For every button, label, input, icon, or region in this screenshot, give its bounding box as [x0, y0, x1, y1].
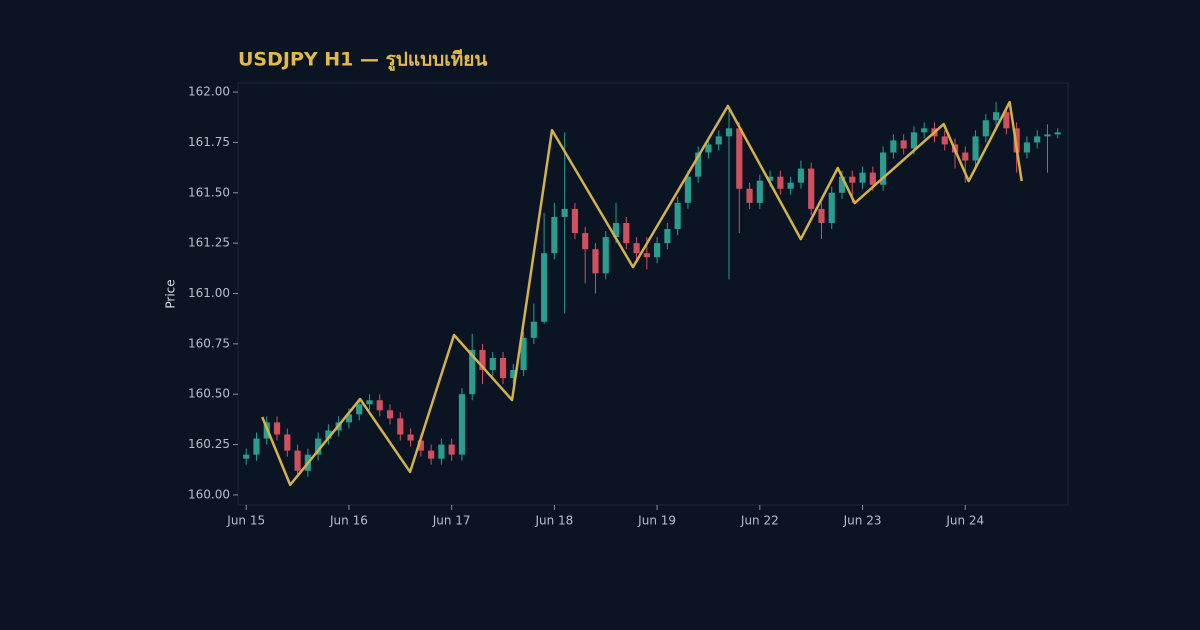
candle-body [859, 172, 866, 183]
x-tick-label: Jun 16 [329, 514, 368, 528]
candle-body [797, 168, 805, 183]
x-tick-label: Jun 22 [740, 514, 779, 528]
candle-body [1034, 136, 1041, 143]
candle-body [643, 253, 650, 258]
candle-body [715, 136, 722, 145]
candle-body [684, 176, 692, 203]
candle-body [725, 128, 733, 137]
candle-body [489, 357, 496, 371]
candle-body [921, 128, 928, 133]
candle-body [284, 434, 291, 451]
chart-title: USDJPY H1 — รูปแบบเทียน [238, 49, 487, 72]
candle-body [612, 222, 620, 238]
candle-body [746, 188, 753, 203]
candle-body [633, 243, 640, 254]
y-tick-label: 161.75 [188, 135, 230, 149]
y-tick-label: 160.00 [188, 487, 230, 501]
candle-body [654, 243, 661, 258]
y-tick-label: 160.25 [188, 437, 230, 451]
candle-body [428, 450, 435, 459]
candle-body [294, 450, 301, 471]
candle-body [838, 176, 846, 193]
candle-body [705, 144, 712, 153]
plot-area [237, 82, 1069, 506]
x-tick-label: Jun 23 [843, 514, 882, 528]
candle-body [828, 192, 835, 223]
candle-body [890, 140, 897, 153]
x-tick-label: Jun 19 [637, 514, 676, 528]
candle-body [376, 400, 383, 411]
candle-body [962, 152, 969, 161]
candle-body [345, 414, 353, 423]
candle-body [499, 357, 507, 379]
y-tick-label: 160.75 [188, 336, 230, 350]
candle-body [397, 418, 404, 435]
candle-body [982, 120, 989, 137]
candle-body [993, 112, 1000, 121]
candle-body [356, 404, 363, 415]
candle-body [695, 152, 702, 177]
zigzag-line [261, 100, 1023, 487]
candle-body [777, 176, 784, 189]
candle-body [469, 349, 476, 395]
candle-body [849, 176, 856, 183]
y-tick-label: 161.50 [188, 185, 230, 199]
candle-body [869, 172, 876, 185]
candle-body [900, 140, 907, 149]
candle-body [972, 136, 979, 161]
candle-body [910, 132, 917, 149]
x-tick-label: Jun 15 [226, 514, 265, 528]
candle-body [417, 440, 424, 451]
candle-body [243, 454, 250, 459]
candle-body [315, 438, 322, 455]
candle-body [551, 216, 558, 254]
candle-body [1044, 134, 1051, 137]
candle-body [592, 249, 599, 274]
y-tick-label: 161.25 [188, 236, 230, 250]
y-tick-label: 161.00 [188, 286, 230, 300]
candle-body [880, 152, 887, 185]
candle-body [571, 208, 579, 234]
candle-body [386, 410, 394, 419]
candle-body [448, 444, 455, 455]
candle-body [530, 321, 537, 338]
candle-body [674, 202, 681, 230]
candle-body [664, 229, 671, 244]
candle-body [561, 208, 568, 217]
candle-body [808, 168, 815, 209]
x-tick-label: Jun 24 [945, 514, 984, 528]
y-axis-label: Price [164, 279, 178, 308]
candle-body [818, 208, 825, 223]
candle-body [1003, 112, 1010, 129]
candle-body [479, 349, 486, 371]
candle-body [510, 370, 517, 379]
x-tick-label: Jun 17 [432, 514, 471, 528]
candle-body [438, 444, 445, 459]
candle-body [787, 182, 794, 189]
candle-body [458, 394, 466, 455]
candle-body [941, 136, 948, 145]
candle-body [520, 337, 527, 371]
candle-body [1054, 132, 1061, 135]
candle-body [407, 434, 414, 441]
candle-body [273, 422, 281, 435]
candle-body [582, 233, 589, 250]
candle-body [756, 180, 763, 203]
candle-body [602, 237, 609, 274]
x-tick-label: Jun 18 [534, 514, 573, 528]
candle-body [1023, 142, 1030, 153]
candle-body [736, 128, 743, 189]
candle-body [253, 438, 260, 455]
candle-body [541, 253, 548, 322]
candle-body [366, 400, 373, 405]
y-tick-label: 160.50 [188, 387, 230, 401]
y-tick-label: 162.00 [188, 85, 230, 99]
candle-body [767, 176, 774, 181]
candle-body [325, 430, 332, 439]
candle-body [623, 222, 630, 244]
